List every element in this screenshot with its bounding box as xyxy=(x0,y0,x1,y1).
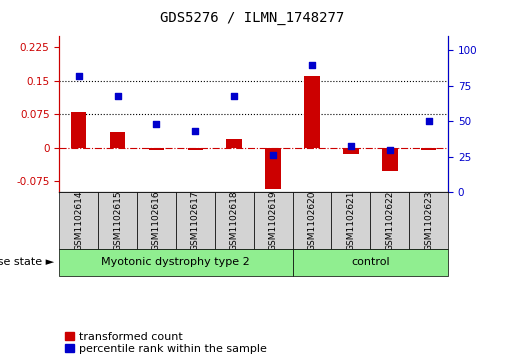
Bar xyxy=(332,192,370,249)
Point xyxy=(75,73,83,79)
Point xyxy=(113,93,122,99)
Point xyxy=(424,119,433,125)
Bar xyxy=(187,148,203,150)
Bar xyxy=(409,192,448,249)
Text: GSM1102620: GSM1102620 xyxy=(307,190,316,251)
Bar xyxy=(110,132,125,148)
Text: Myotonic dystrophy type 2: Myotonic dystrophy type 2 xyxy=(101,257,250,267)
Point xyxy=(230,93,238,99)
Text: GSM1102619: GSM1102619 xyxy=(269,190,278,251)
Text: GSM1102616: GSM1102616 xyxy=(152,190,161,251)
Bar xyxy=(293,192,332,249)
Point xyxy=(386,147,394,153)
Bar xyxy=(137,192,176,249)
Text: GSM1102614: GSM1102614 xyxy=(74,190,83,251)
Point xyxy=(152,121,161,127)
Bar xyxy=(215,192,253,249)
Text: GSM1102622: GSM1102622 xyxy=(385,190,394,251)
Text: control: control xyxy=(351,257,389,267)
Bar xyxy=(370,192,409,249)
Point xyxy=(269,152,277,158)
Text: GSM1102615: GSM1102615 xyxy=(113,190,122,251)
Text: GDS5276 / ILMN_1748277: GDS5276 / ILMN_1748277 xyxy=(160,11,345,25)
Point xyxy=(347,143,355,148)
Point xyxy=(308,62,316,68)
Text: GSM1102618: GSM1102618 xyxy=(230,190,238,251)
Bar xyxy=(253,192,293,249)
Bar xyxy=(382,148,398,171)
Legend: transformed count, percentile rank within the sample: transformed count, percentile rank withi… xyxy=(65,331,267,354)
Bar xyxy=(98,192,137,249)
Bar xyxy=(265,148,281,189)
Bar xyxy=(293,249,448,276)
Text: disease state ►: disease state ► xyxy=(0,257,54,267)
Bar xyxy=(304,77,320,148)
Text: GSM1102617: GSM1102617 xyxy=(191,190,200,251)
Text: GSM1102621: GSM1102621 xyxy=(347,190,355,251)
Bar xyxy=(421,148,436,150)
Bar xyxy=(71,112,87,148)
Bar xyxy=(227,139,242,148)
Bar xyxy=(176,192,215,249)
Text: GSM1102623: GSM1102623 xyxy=(424,190,433,251)
Bar xyxy=(59,249,293,276)
Bar xyxy=(59,192,98,249)
Point xyxy=(191,129,199,134)
Bar xyxy=(149,148,164,150)
Bar xyxy=(343,148,358,155)
